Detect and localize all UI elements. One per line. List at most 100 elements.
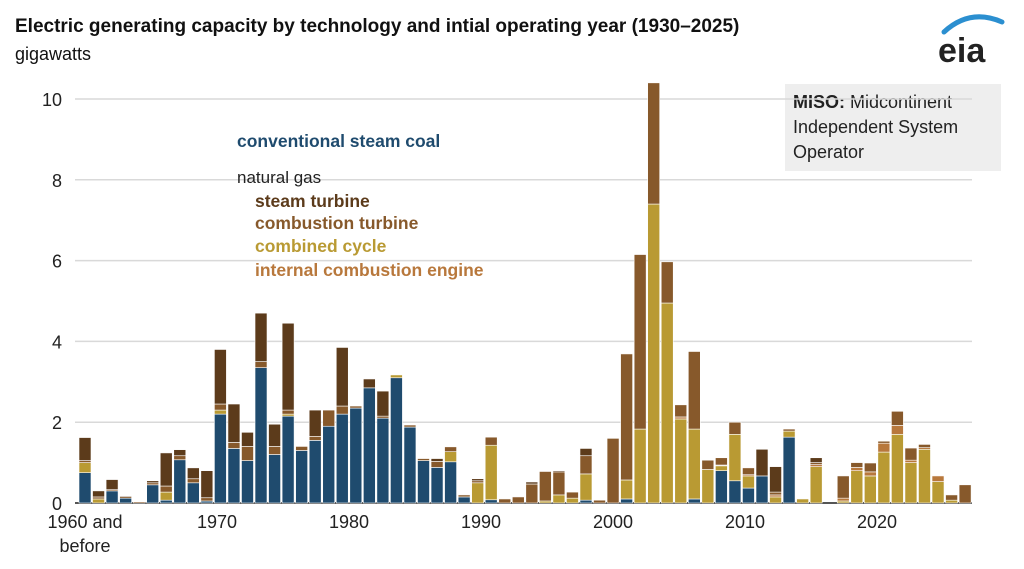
bar-1975 bbox=[281, 322, 295, 504]
bar-segment-ice bbox=[674, 416, 688, 420]
bar-segment-ct bbox=[958, 484, 972, 504]
bar-segment-ct bbox=[92, 496, 105, 500]
bar-2023 bbox=[931, 475, 945, 504]
bar-2024 bbox=[945, 494, 958, 504]
bar-segment-ct bbox=[268, 446, 281, 455]
bar-segment-ct bbox=[701, 459, 715, 470]
bar-segment-ct bbox=[715, 457, 728, 466]
bar-segment-cc bbox=[782, 430, 796, 438]
bar-2021 bbox=[904, 447, 918, 504]
bar-segment-ct bbox=[945, 494, 958, 501]
bar-1963 bbox=[119, 495, 132, 504]
bar-segment-cc bbox=[214, 409, 227, 415]
bar-segment-ice bbox=[931, 475, 945, 482]
legend-group-natural-gas: natural gas bbox=[237, 168, 321, 187]
bar-segment-st bbox=[254, 312, 268, 362]
bar-segment-st bbox=[579, 448, 593, 457]
bar-segment-ice bbox=[742, 474, 755, 477]
bar-segment-cc bbox=[552, 494, 566, 504]
bar-segment-coal bbox=[227, 448, 241, 504]
x-tick-label: 1970 bbox=[197, 512, 237, 532]
bar-2020 bbox=[891, 410, 904, 504]
bar-segment-coal bbox=[363, 387, 376, 504]
bar-1998 bbox=[593, 499, 606, 504]
bar-segment-st bbox=[200, 470, 214, 499]
bar-segment-st bbox=[525, 481, 539, 485]
bar-segment-coal bbox=[200, 500, 214, 504]
bar-1980 bbox=[349, 405, 363, 504]
bar-segment-ice bbox=[904, 459, 918, 463]
bar-1983 bbox=[390, 374, 403, 504]
bar-segment-coal bbox=[390, 377, 403, 504]
bar-segment-st bbox=[809, 457, 823, 463]
legend-coal: conventional steam coal bbox=[237, 131, 440, 151]
bar-segment-ct bbox=[254, 361, 268, 368]
bar-2008 bbox=[728, 421, 742, 504]
bar-segment-cc bbox=[931, 481, 945, 504]
x-tick-label-line2: before bbox=[59, 536, 110, 556]
bar-segment-cc bbox=[660, 302, 674, 504]
bar-segment-ct bbox=[539, 471, 552, 502]
bar-segment-coal bbox=[403, 426, 417, 504]
bar-segment-coal bbox=[782, 436, 796, 504]
bar-segment-st bbox=[105, 479, 119, 490]
bar-segment-st bbox=[214, 349, 227, 405]
bar-segment-ct bbox=[552, 471, 566, 496]
bar-segment-cc bbox=[674, 418, 688, 504]
bar-segment-ct bbox=[457, 494, 471, 498]
bar-segment-cc bbox=[620, 479, 633, 500]
y-tick-label: 0 bbox=[52, 494, 62, 514]
bar-segment-coal bbox=[295, 450, 308, 504]
bar-segment-ct bbox=[742, 467, 755, 476]
bar-segment-ct bbox=[119, 496, 132, 499]
bar-1997 bbox=[579, 448, 593, 504]
bar-segment-coal bbox=[187, 482, 200, 504]
region-annotation-bold: MISO: bbox=[793, 92, 845, 112]
bar-segment-cc bbox=[92, 498, 105, 504]
bar-1992 bbox=[511, 496, 525, 504]
bar-2007 bbox=[715, 457, 728, 504]
bar-segment-ct bbox=[241, 446, 254, 461]
bar-1974 bbox=[268, 423, 281, 504]
bar-segment-coal bbox=[484, 499, 498, 504]
bar-segment-ct bbox=[187, 478, 200, 484]
bar-2002 bbox=[647, 82, 660, 504]
x-tick-label: 1960 and bbox=[47, 512, 122, 532]
bar-1989 bbox=[471, 478, 484, 504]
bar-segment-st bbox=[227, 403, 241, 443]
bar-2019 bbox=[877, 440, 891, 504]
bar-segment-ct bbox=[376, 415, 390, 419]
bar-segment-ct bbox=[105, 489, 119, 492]
bar-1979 bbox=[335, 347, 349, 504]
bar-segment-coal bbox=[430, 467, 444, 504]
bar-segment-ct bbox=[227, 442, 241, 449]
bar-segment-st bbox=[335, 347, 349, 407]
bar-segment-ct bbox=[132, 501, 146, 504]
bar-segment-cc bbox=[647, 203, 660, 504]
region-annotation: MISO: Midcontinent Independent System Op… bbox=[785, 84, 1001, 171]
bar-2010 bbox=[755, 448, 769, 504]
svg-text:eia: eia bbox=[938, 32, 986, 70]
bar-segment-cc bbox=[904, 462, 918, 504]
bar-segment-ct bbox=[904, 447, 918, 461]
legend-ct: combustion turbine bbox=[255, 213, 419, 233]
bar-segment-cc bbox=[728, 434, 742, 482]
bar-segment-coal bbox=[322, 425, 336, 504]
bar-segment-cc bbox=[850, 470, 864, 504]
bar-2022 bbox=[918, 444, 931, 504]
bar-segment-st bbox=[146, 480, 159, 484]
bar-segment-ct bbox=[417, 458, 430, 461]
bar-1972 bbox=[241, 431, 254, 504]
bar-1971 bbox=[227, 403, 241, 504]
bar-segment-cc bbox=[539, 500, 552, 504]
y-tick-label: 8 bbox=[52, 171, 62, 191]
bar-segment-ct bbox=[836, 475, 850, 499]
bar-segment-st bbox=[187, 467, 200, 480]
bar-1985 bbox=[417, 458, 430, 504]
bar-segment-coal bbox=[281, 415, 295, 504]
bar-2011 bbox=[769, 466, 782, 504]
bar-segment-coal bbox=[254, 367, 268, 504]
bar-segment-ice bbox=[877, 442, 891, 453]
bar-segment-ct bbox=[281, 409, 295, 415]
